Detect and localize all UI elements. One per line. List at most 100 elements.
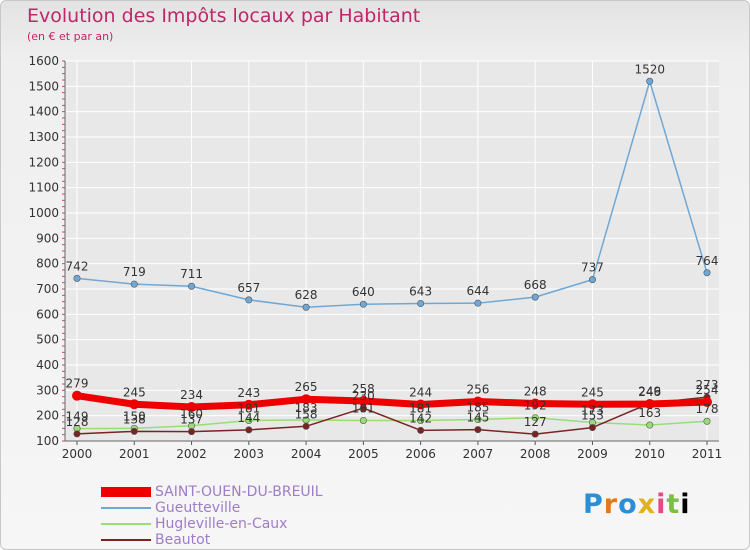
chart-subtitle: (en € et par an) <box>27 30 114 43</box>
data-label-saint-ouen-du-breuil: 245 <box>123 385 146 399</box>
x-tick-label: 2000 <box>62 447 93 461</box>
data-label-gueutteville: 764 <box>696 254 719 268</box>
data-point-beautot <box>245 426 253 434</box>
y-tick-label: 900 <box>36 231 59 245</box>
data-label-hugleville-en-caux: 173 <box>581 404 604 418</box>
data-label-hugleville-en-caux: 160 <box>180 407 203 421</box>
data-point-hugleville-en-caux <box>245 416 253 424</box>
data-point-gueutteville <box>302 303 310 311</box>
data-label-hugleville-en-caux: 181 <box>409 401 432 415</box>
data-label-hugleville-en-caux: 181 <box>237 401 260 415</box>
data-point-saint-ouen-du-breuil <box>243 399 254 410</box>
y-tick-label: 100 <box>36 434 59 448</box>
series-line-beautot <box>76 396 708 435</box>
y-tick-label: 500 <box>36 333 59 347</box>
data-point-saint-ouen-du-breuil <box>358 395 369 406</box>
legend-label: Hugleville-en-Caux <box>155 516 288 532</box>
y-tick-label: 300 <box>36 383 59 397</box>
data-label-hugleville-en-caux: 185 <box>466 400 489 414</box>
data-point-saint-ouen-du-breuil <box>72 390 82 401</box>
y-tick-label: 400 <box>36 358 59 372</box>
data-point-gueutteville <box>417 299 425 307</box>
data-label-saint-ouen-du-breuil: 243 <box>237 386 260 400</box>
data-point-beautot <box>73 430 81 438</box>
legend-label: SAINT-OUEN-DU-BREUIL <box>155 484 323 500</box>
series-line-saint-ouen-du-breuil <box>73 392 711 411</box>
y-tick-label: 1200 <box>28 155 59 169</box>
data-label-saint-ouen-du-breuil: 246 <box>638 385 661 399</box>
data-label-beautot: 138 <box>123 412 146 426</box>
data-point-saint-ouen-du-breuil <box>530 398 541 409</box>
x-tick-label: 2002 <box>176 447 207 461</box>
data-point-gueutteville <box>188 282 196 290</box>
x-tick-label: 2007 <box>463 447 494 461</box>
data-label-gueutteville: 657 <box>237 281 260 295</box>
data-label-beautot: 249 <box>638 384 661 398</box>
data-point-gueutteville <box>703 269 711 277</box>
data-point-saint-ouen-du-breuil <box>415 399 426 410</box>
y-tick-label: 600 <box>36 307 59 321</box>
y-tick-label: 200 <box>36 409 59 423</box>
data-point-gueutteville <box>588 276 596 284</box>
data-point-beautot <box>130 427 138 435</box>
data-label-gueutteville: 640 <box>352 285 375 299</box>
data-label-hugleville-en-caux: 150 <box>123 409 146 423</box>
x-tick-label: 2003 <box>234 447 265 461</box>
data-label-saint-ouen-du-breuil: 256 <box>466 382 489 396</box>
y-tick-label: 1600 <box>28 54 59 68</box>
y-tick-label: 700 <box>36 282 59 296</box>
data-point-saint-ouen-du-breuil <box>472 396 483 407</box>
data-label-gueutteville: 668 <box>524 278 547 292</box>
data-point-beautot <box>474 426 482 434</box>
data-label-gueutteville: 711 <box>180 267 203 281</box>
data-label-beautot: 230 <box>352 389 375 403</box>
data-label-beautot: 142 <box>409 411 432 425</box>
data-label-saint-ouen-du-breuil: 279 <box>66 377 89 391</box>
data-label-gueutteville: 737 <box>581 261 604 275</box>
data-label-beautot: 128 <box>66 415 89 429</box>
data-point-hugleville-en-caux <box>417 416 425 424</box>
y-tick-label: 1500 <box>28 79 59 93</box>
data-point-gueutteville <box>474 299 482 307</box>
x-tick-label: 2001 <box>119 447 150 461</box>
plot-area <box>65 61 719 441</box>
data-label-hugleville-en-caux: 192 <box>524 399 547 413</box>
data-point-hugleville-en-caux <box>646 421 654 429</box>
data-point-gueutteville <box>646 77 654 85</box>
data-label-hugleville-en-caux: 149 <box>66 410 89 424</box>
y-tick-label: 1000 <box>28 206 59 220</box>
legend-swatch <box>101 507 151 509</box>
x-tick-label: 2006 <box>405 447 436 461</box>
data-point-saint-ouen-du-breuil <box>702 396 712 407</box>
data-label-gueutteville: 643 <box>409 284 432 298</box>
y-tick-label: 1300 <box>28 130 59 144</box>
data-point-hugleville-en-caux <box>703 417 711 425</box>
data-point-beautot <box>531 430 539 438</box>
x-tick-label: 2011 <box>692 447 723 461</box>
data-label-hugleville-en-caux: 183 <box>295 401 318 415</box>
data-point-saint-ouen-du-breuil <box>644 399 655 410</box>
data-point-saint-ouen-du-breuil <box>186 402 197 413</box>
data-point-hugleville-en-caux <box>359 416 367 424</box>
data-label-saint-ouen-du-breuil: 254 <box>696 383 719 397</box>
data-label-beautot: 137 <box>180 413 203 427</box>
data-label-beautot: 153 <box>581 409 604 423</box>
data-point-gueutteville <box>359 300 367 308</box>
data-label-saint-ouen-du-breuil: 244 <box>409 386 432 400</box>
data-label-saint-ouen-du-breuil: 265 <box>295 380 318 394</box>
data-label-beautot: 127 <box>524 415 547 429</box>
data-label-beautot: 158 <box>295 407 318 421</box>
x-tick-label: 2004 <box>291 447 322 461</box>
legend-swatch <box>101 487 151 497</box>
y-tick-label: 1400 <box>28 105 59 119</box>
data-point-beautot <box>588 424 596 432</box>
data-label-hugleville-en-caux: 163 <box>638 406 661 420</box>
chart-title: Evolution des Impôts locaux par Habitant <box>27 5 421 27</box>
y-tick-label: 800 <box>36 257 59 271</box>
data-point-saint-ouen-du-breuil <box>587 399 598 410</box>
legend-label: Gueutteville <box>155 500 241 516</box>
data-label-beautot: 144 <box>237 411 260 425</box>
data-point-beautot <box>302 422 310 430</box>
